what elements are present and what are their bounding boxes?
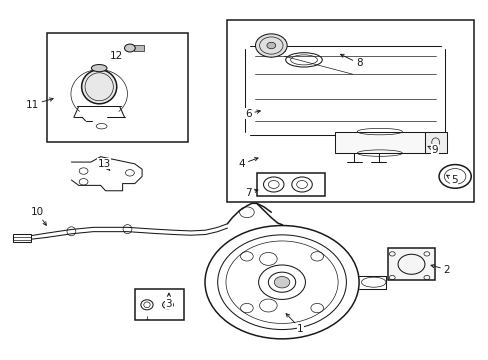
Bar [387, 248, 434, 280]
Bar [424, 132, 446, 153]
Ellipse shape [91, 64, 107, 72]
Ellipse shape [266, 42, 275, 49]
Text: 5: 5 [446, 175, 457, 185]
Text: 13: 13 [97, 159, 110, 170]
Text: 3: 3 [165, 293, 172, 309]
Text: 4: 4 [238, 158, 258, 169]
Text: 9: 9 [427, 144, 437, 154]
Text: 6: 6 [244, 109, 260, 119]
Bar [256, 173, 325, 196]
Text: 10: 10 [31, 207, 46, 225]
Text: 1: 1 [285, 314, 303, 334]
Text: 8: 8 [340, 54, 362, 68]
Ellipse shape [124, 44, 135, 52]
Ellipse shape [81, 70, 117, 104]
Bar [134, 45, 143, 51]
Text: 12: 12 [109, 51, 122, 61]
Text: 2: 2 [430, 265, 449, 275]
Bar [135, 289, 183, 320]
Bar [334, 132, 424, 153]
Circle shape [274, 276, 289, 288]
Bar [227, 21, 473, 202]
Bar [47, 33, 188, 142]
Ellipse shape [255, 34, 286, 57]
Text: 11: 11 [26, 98, 53, 110]
Text: 7: 7 [244, 188, 257, 198]
Bar [13, 234, 31, 242]
